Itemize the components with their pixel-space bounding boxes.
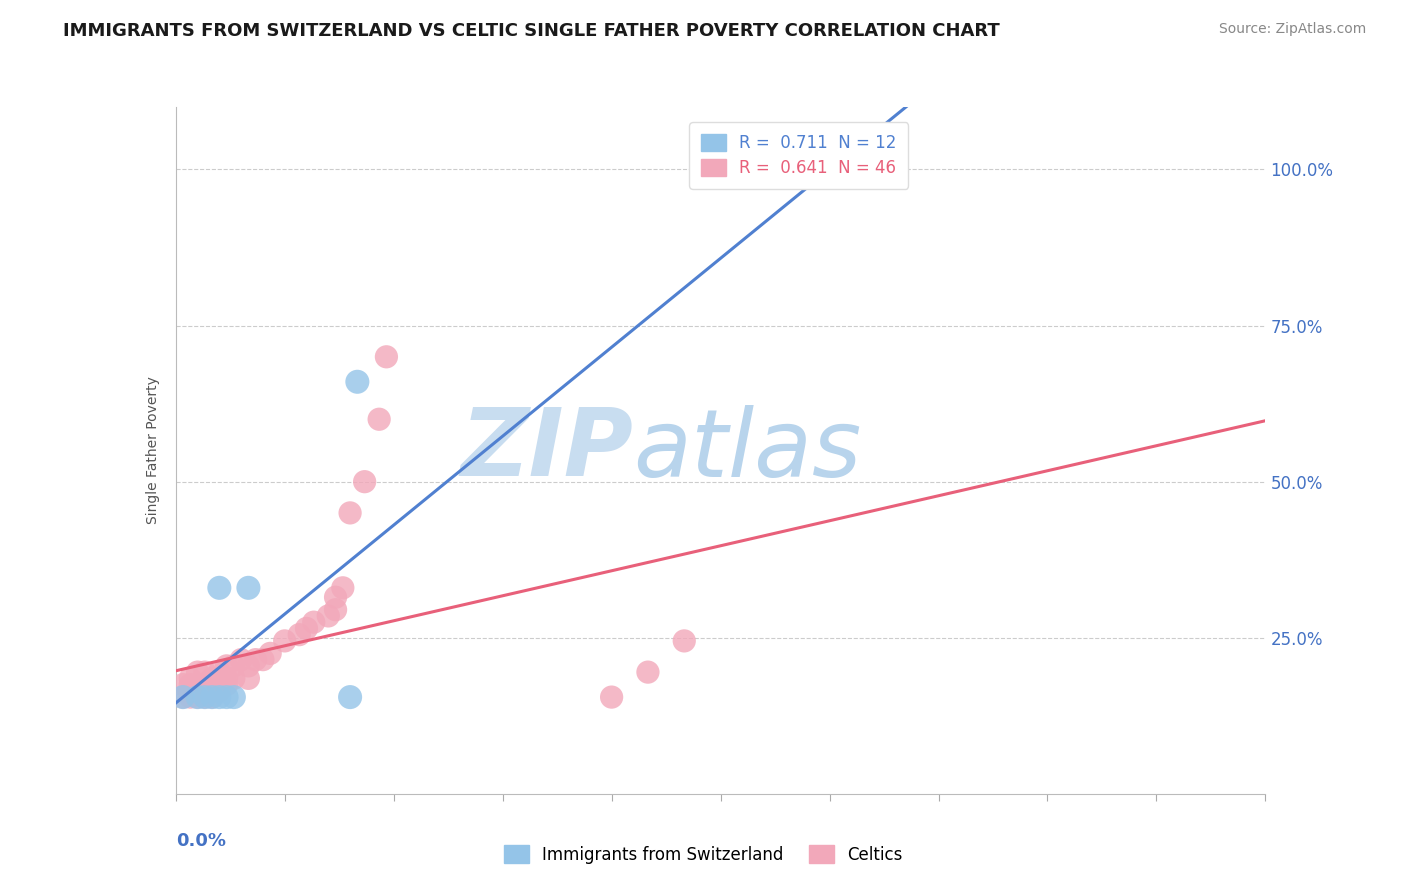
Text: IMMIGRANTS FROM SWITZERLAND VS CELTIC SINGLE FATHER POVERTY CORRELATION CHART: IMMIGRANTS FROM SWITZERLAND VS CELTIC SI… (63, 22, 1000, 40)
Point (201, 690, 224, 705)
Point (194, 678, 217, 692)
Point (179, 671, 201, 685)
Point (194, 665, 217, 680)
Point (179, 683, 201, 698)
Point (339, 690, 361, 705)
Point (194, 690, 217, 705)
Legend: Immigrants from Switzerland, Celtics: Immigrants from Switzerland, Celtics (498, 838, 908, 871)
Text: Source: ZipAtlas.com: Source: ZipAtlas.com (1219, 22, 1367, 37)
Point (201, 671, 224, 685)
Point (302, 615, 325, 630)
Text: ZIP: ZIP (461, 404, 633, 497)
Point (325, 603, 347, 617)
Point (238, 581, 260, 595)
Point (222, 658, 245, 673)
Text: atlas: atlas (633, 405, 862, 496)
Point (332, 581, 354, 595)
Point (179, 678, 201, 692)
Point (346, 375, 368, 389)
Point (353, 475, 375, 489)
Point (222, 690, 245, 705)
Point (245, 653, 267, 667)
Point (172, 690, 194, 705)
Point (288, 628, 311, 642)
Point (208, 581, 231, 595)
Point (186, 690, 209, 705)
Point (259, 646, 281, 660)
Point (600, 690, 623, 705)
Point (172, 678, 194, 692)
Point (368, 412, 391, 426)
Point (673, 633, 696, 648)
Point (215, 671, 238, 685)
Point (194, 690, 217, 705)
Point (295, 621, 318, 635)
Point (186, 683, 209, 698)
Point (637, 665, 659, 680)
Point (252, 653, 274, 667)
Y-axis label: Single Father Poverty: Single Father Poverty (146, 376, 160, 524)
Point (215, 678, 238, 692)
Point (186, 665, 209, 680)
Point (208, 683, 231, 698)
Point (208, 678, 231, 692)
Point (274, 633, 297, 648)
Point (325, 591, 347, 605)
Point (186, 690, 209, 705)
Point (215, 658, 238, 673)
Point (186, 678, 209, 692)
Point (208, 690, 231, 705)
Point (231, 653, 253, 667)
Point (179, 690, 201, 705)
Point (339, 506, 361, 520)
Point (215, 690, 238, 705)
Legend: R =  0.711  N = 12, R =  0.641  N = 46: R = 0.711 N = 12, R = 0.641 N = 46 (689, 122, 908, 188)
Point (201, 683, 224, 698)
Point (194, 683, 217, 698)
Point (208, 665, 231, 680)
Point (238, 671, 260, 685)
Point (832, 162, 855, 177)
Point (222, 671, 245, 685)
Point (318, 609, 340, 624)
Text: 0.0%: 0.0% (176, 831, 226, 850)
Point (172, 690, 194, 705)
Point (238, 658, 260, 673)
Point (375, 350, 398, 364)
Point (201, 690, 224, 705)
